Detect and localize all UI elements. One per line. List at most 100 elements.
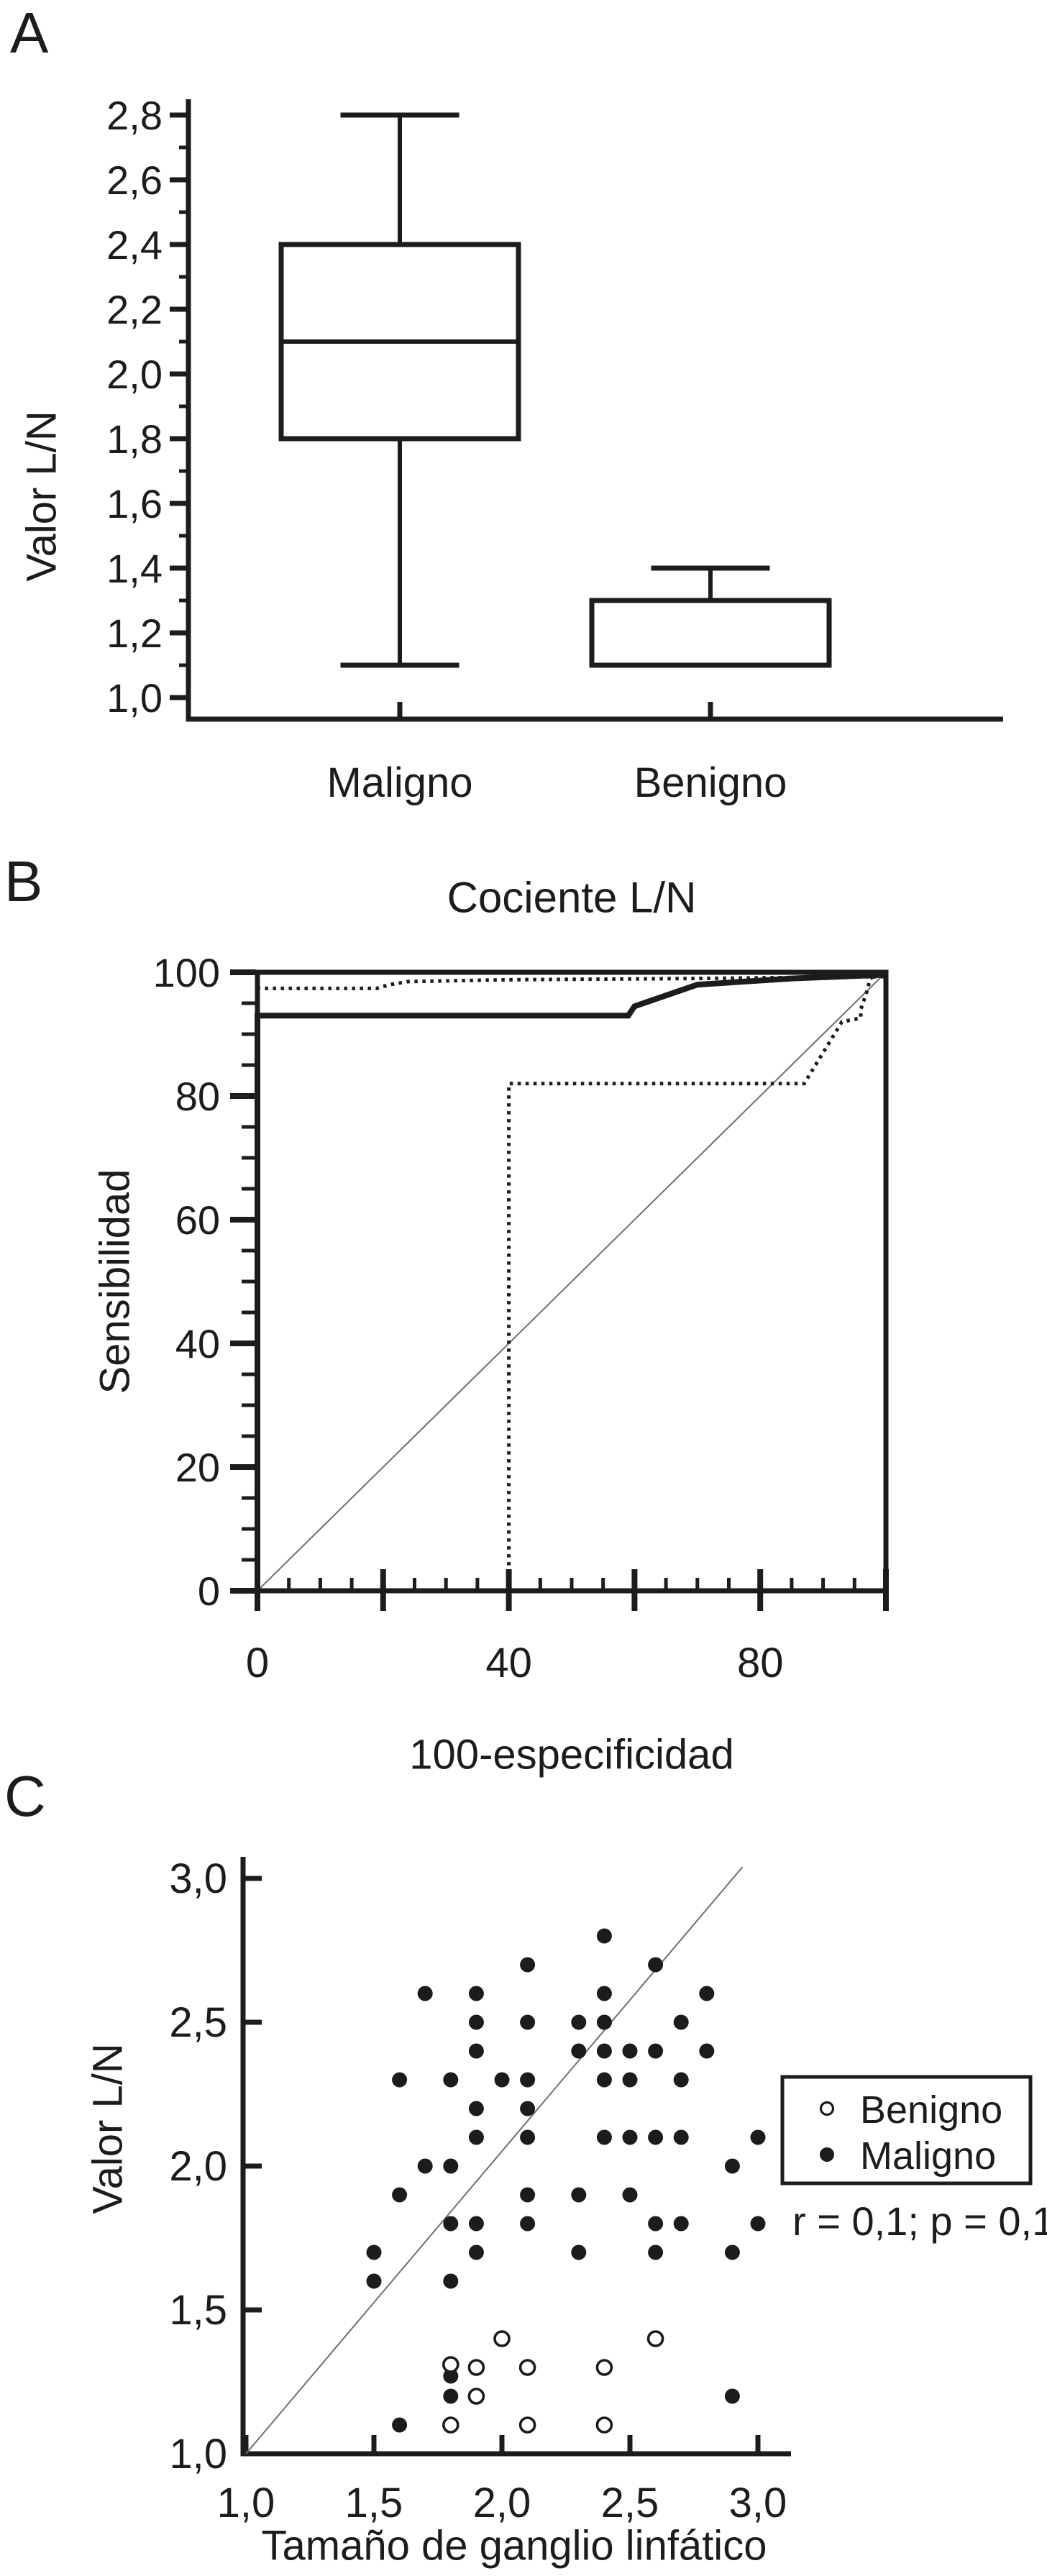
c-point-maligno [596, 2072, 612, 2088]
panel-b-letter: B [4, 849, 43, 913]
c-point-benigno [467, 2359, 485, 2376]
c-point-maligno [494, 2072, 510, 2088]
c-point-maligno [520, 2129, 536, 2145]
c-point-maligno [648, 2129, 664, 2145]
panel-a-y-axis-title: Valor L/N [18, 411, 65, 582]
a-y-tick-label: 2,0 [106, 352, 163, 397]
panel-c-y-axis-title: Valor L/N [84, 2043, 132, 2214]
c-point-benigno [646, 2330, 664, 2347]
c-point-maligno [750, 2216, 766, 2232]
c-point-maligno [392, 2187, 408, 2203]
a-category-label: Maligno [326, 759, 472, 806]
b-x-tick-label: 80 [737, 1640, 784, 1686]
panel-c-stats-annotation: r = 0,1; p = 0,1 [792, 2198, 1047, 2244]
c-point-maligno [724, 2244, 740, 2260]
c-point-maligno [417, 1986, 433, 2001]
panel-b-x-axis-title: 100-especificidad [409, 1731, 734, 1778]
c-point-maligno [520, 2187, 536, 2203]
c-y-tick-label: 1,0 [169, 2431, 227, 2477]
c-legend-label-benigno: Benigno [860, 2088, 1002, 2132]
c-point-maligno [596, 1986, 612, 2001]
c-point-maligno [443, 2158, 459, 2174]
c-point-maligno [648, 2244, 664, 2260]
a-y-tick-label: 1,8 [106, 416, 163, 462]
panel-b-y-axis-title: Sensibilidad [91, 1169, 139, 1394]
c-point-benigno [493, 2330, 511, 2347]
c-point-maligno [622, 2129, 638, 2145]
c-point-maligno [596, 2043, 612, 2059]
c-point-maligno [392, 2072, 408, 2088]
b-y-tick-label: 80 [175, 1074, 220, 1119]
b-y-tick-label: 40 [175, 1321, 220, 1366]
c-legend-box [780, 2075, 1033, 2186]
a-y-tick-label: 2,8 [106, 93, 163, 138]
c-point-maligno [520, 2216, 536, 2232]
c-point-maligno [468, 2216, 484, 2232]
c-point-maligno [571, 2014, 587, 2030]
c-point-maligno [596, 1928, 612, 1944]
c-point-maligno [699, 2043, 715, 2059]
c-point-maligno [366, 2273, 382, 2289]
c-point-maligno [673, 2216, 689, 2232]
c-point-benigno [442, 2356, 460, 2373]
c-point-maligno [392, 2417, 408, 2433]
a-y-tick-label: 1,6 [106, 481, 163, 526]
c-point-maligno [750, 2129, 766, 2145]
c-point-maligno [724, 2158, 740, 2174]
b-confidence-band [255, 974, 887, 1013]
b-confidence-band [257, 974, 874, 1593]
c-point-benigno [595, 2359, 613, 2376]
panel-c-x-axis-title: Tamaño de ganglio linfático [261, 2522, 767, 2570]
c-point-maligno [648, 1957, 664, 1973]
c-point-maligno [520, 2072, 536, 2088]
c-point-maligno [571, 2043, 587, 2059]
c-point-maligno [443, 2388, 459, 2404]
c-point-maligno [443, 2368, 459, 2384]
c-point-maligno [468, 2014, 484, 2030]
c-point-maligno [622, 2043, 638, 2059]
c-point-maligno [622, 2187, 638, 2203]
c-point-maligno [468, 2043, 484, 2059]
c-reference-line [245, 1866, 744, 2454]
c-point-benigno [467, 2388, 485, 2405]
c-y-tick-label: 2,5 [169, 1999, 227, 2046]
panel-b-chart-title: Cociente L/N [447, 873, 697, 922]
c-point-maligno [648, 2216, 664, 2232]
b-y-tick-label: 0 [198, 1568, 220, 1614]
c-x-tick-label: 2,0 [473, 2480, 531, 2526]
c-point-benigno [442, 2416, 460, 2434]
b-x-tick-label: 40 [485, 1640, 532, 1686]
c-x-tick-label: 3,0 [729, 2480, 787, 2526]
b-y-tick-label: 20 [175, 1445, 220, 1490]
a-category-label: Benigno [634, 759, 787, 806]
a-y-tick-label: 2,6 [106, 157, 163, 203]
c-y-tick-label: 1,5 [169, 2287, 227, 2334]
c-point-maligno [520, 2014, 536, 2030]
b-y-tick-label: 60 [175, 1197, 220, 1243]
c-point-maligno [673, 2072, 689, 2088]
c-point-maligno [724, 2388, 740, 2404]
c-legend-label-maligno: Maligno [860, 2134, 996, 2178]
c-point-maligno [417, 2158, 433, 2174]
c-point-maligno [443, 2072, 459, 2088]
c-point-maligno [648, 2043, 664, 2059]
c-y-tick-label: 3,0 [169, 1855, 227, 1902]
c-x-tick-label: 1,5 [345, 2480, 403, 2526]
c-point-maligno [571, 2187, 587, 2203]
c-point-maligno [468, 2244, 484, 2260]
c-point-benigno [518, 2359, 536, 2376]
c-point-benigno [518, 2416, 536, 2434]
c-point-maligno [468, 2129, 484, 2145]
c-point-maligno [622, 2072, 638, 2088]
a-y-tick-label: 1,4 [106, 546, 163, 591]
a-y-tick-label: 1,2 [106, 611, 163, 656]
b-reference-diagonal [257, 972, 887, 1591]
c-y-tick-label: 2,0 [169, 2143, 227, 2190]
c-legend-open-circle-icon [819, 2101, 835, 2116]
c-point-maligno [443, 2216, 459, 2232]
c-point-maligno [596, 2129, 612, 2145]
c-point-maligno [699, 1986, 715, 2001]
c-point-maligno [673, 2014, 689, 2030]
